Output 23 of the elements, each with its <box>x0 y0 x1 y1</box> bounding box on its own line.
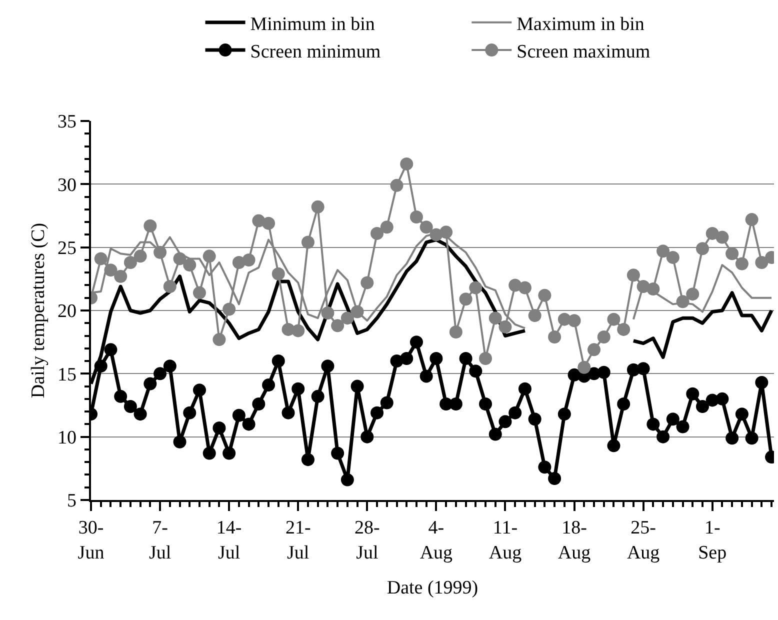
y-tick-label: 30 <box>57 174 76 196</box>
y-tick-label: 5 <box>66 490 76 512</box>
y-tick-label: 10 <box>57 427 76 448</box>
x-tick-label: 7- Jul <box>148 518 172 564</box>
y-tick-label: 15 <box>57 364 76 386</box>
legend-label: Minimum in bin <box>250 14 376 35</box>
x-tick-label: 14- Jul <box>216 518 242 564</box>
x-tick-label: 1- Sep <box>698 518 727 564</box>
x-tick-label: 28- Jul <box>354 518 380 564</box>
x-tick-label: 4- Aug <box>420 518 454 564</box>
x-tick-label: 11- Aug <box>488 518 522 564</box>
x-tick-label: 21- Jul <box>285 518 311 564</box>
x-tick-label: 30- Jun <box>78 518 105 564</box>
y-tick-label: 35 <box>57 112 76 133</box>
y-tick-label: 20 <box>57 301 76 322</box>
legend-label: Screen maximum <box>516 41 650 62</box>
y-axis-title: Daily temperatures (C) <box>28 222 49 398</box>
x-tick-label: 25- Aug <box>626 518 660 564</box>
x-axis-title: Date (1999) <box>386 578 478 599</box>
legend-label: Maximum in bin <box>516 14 645 35</box>
y-tick-label: 25 <box>57 238 76 259</box>
x-tick-label: 18- Aug <box>558 518 592 564</box>
legend-label: Screen minimum <box>250 41 381 62</box>
